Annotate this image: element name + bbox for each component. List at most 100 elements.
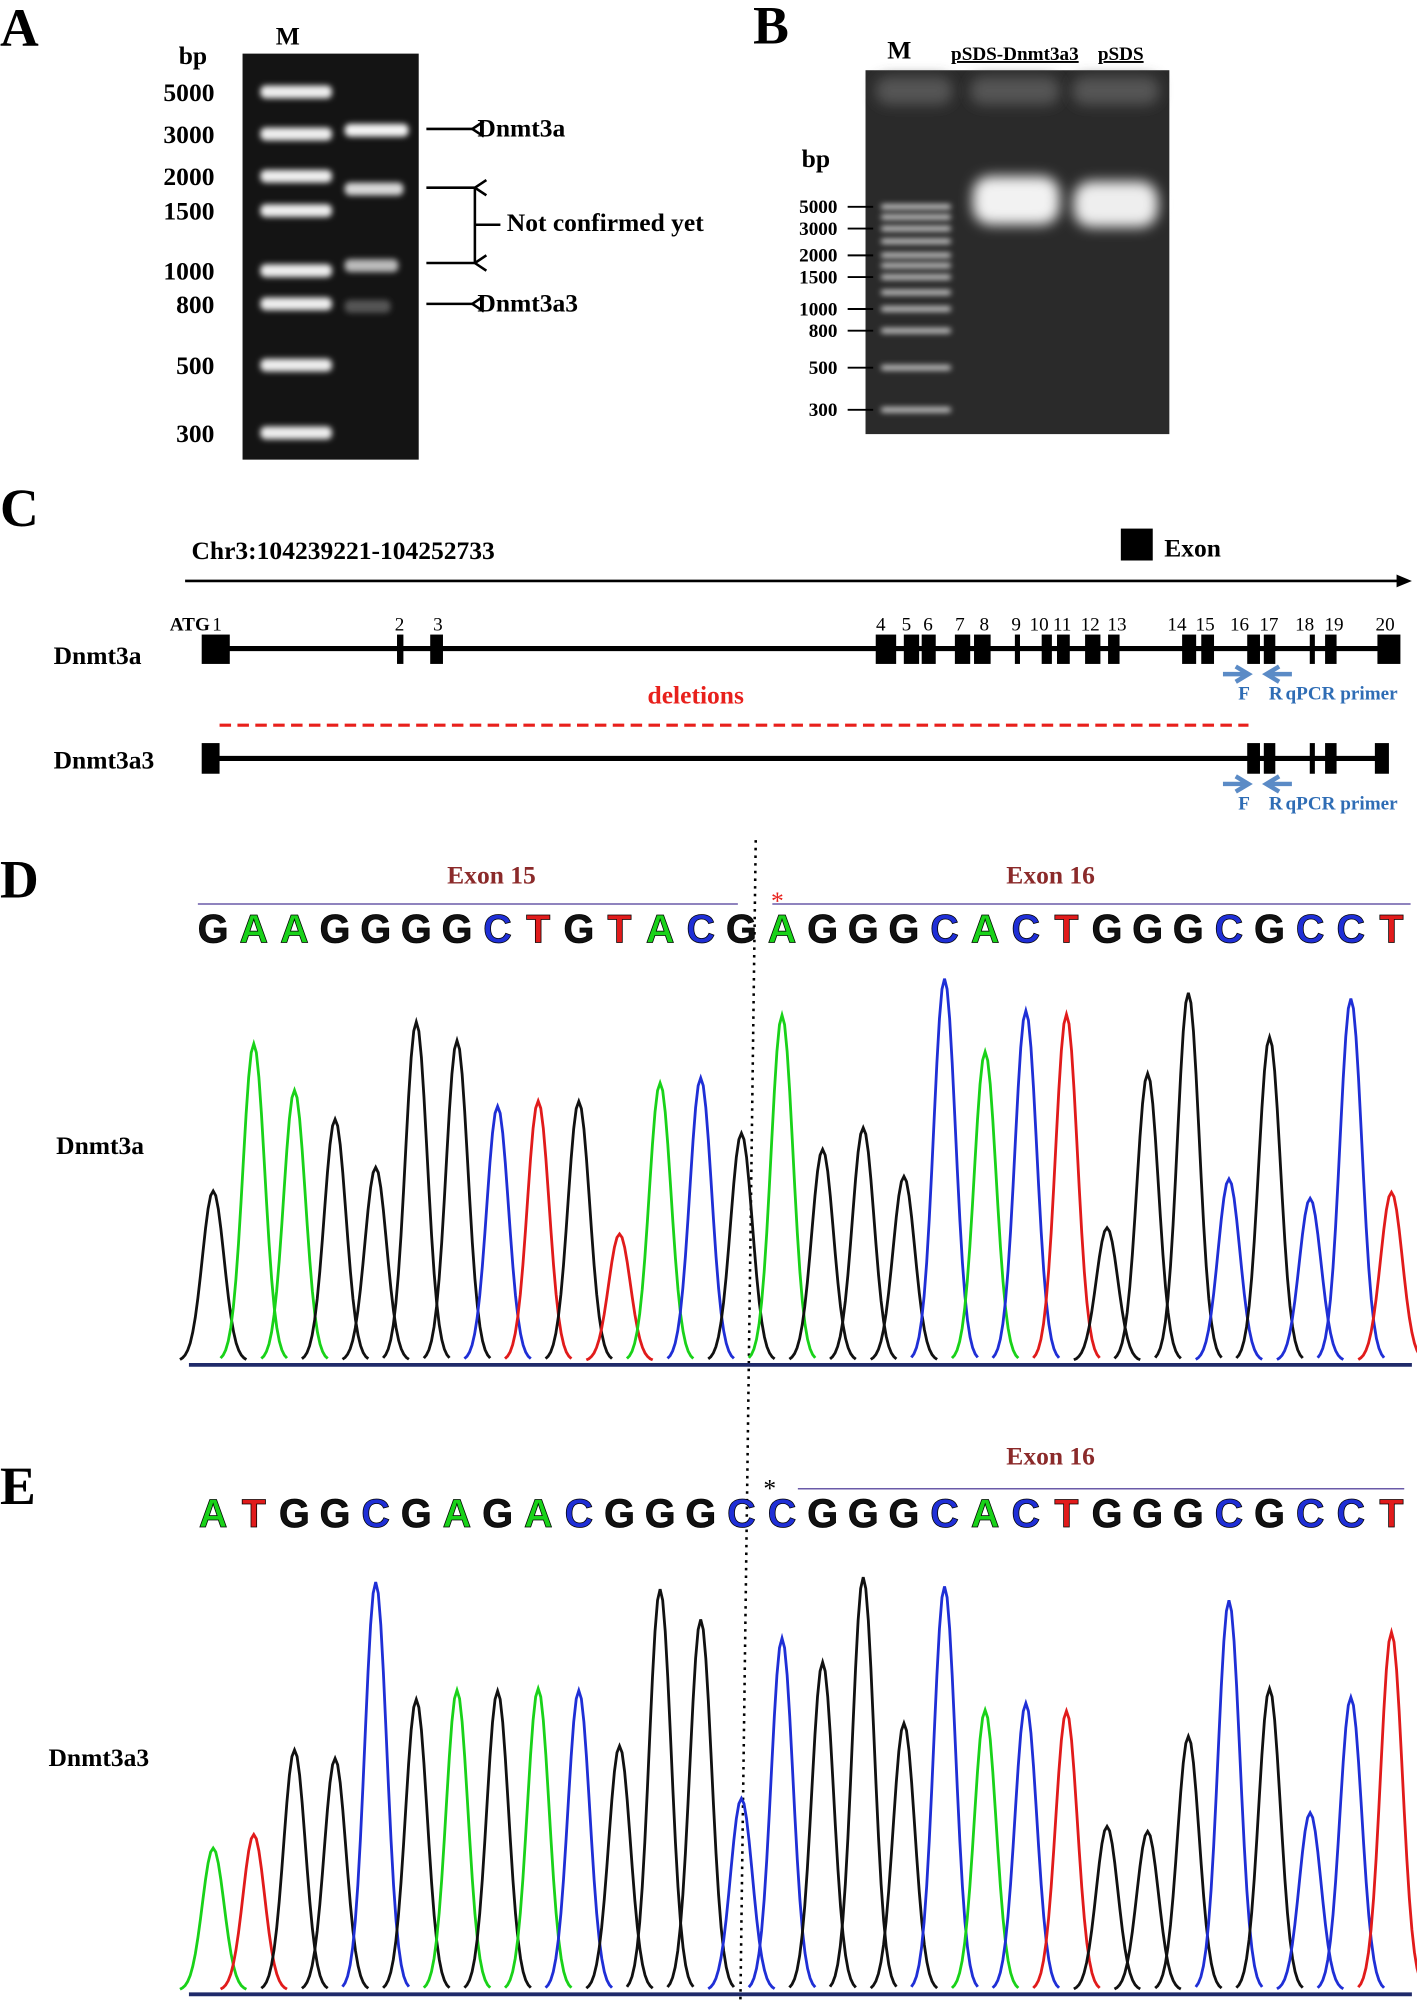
trace-peak: [788, 1145, 857, 1361]
primer-label: qPCR primer: [1286, 793, 1399, 814]
base-letter: C: [483, 907, 512, 951]
ladder-label: 2000: [799, 246, 837, 267]
trace-peak: [666, 1073, 735, 1360]
primer-label: R: [1269, 793, 1283, 814]
trace-peak: [382, 1016, 451, 1359]
exon-number: 9: [1011, 615, 1021, 636]
trace-peak: [1194, 1599, 1264, 1988]
trace-peak: [707, 1129, 776, 1360]
junction-marker: *: [763, 1473, 776, 1502]
trace-peak: [544, 1685, 614, 1989]
base-letter: A: [280, 907, 309, 951]
base-letter: G: [482, 1492, 513, 1536]
base-letter: G: [889, 1492, 920, 1536]
base-letter: T: [1379, 1492, 1403, 1536]
trace-peak: [991, 1698, 1061, 1989]
transcript-label: Dnmt3a3: [54, 746, 155, 775]
base-letter: G: [1132, 907, 1163, 951]
arrow-head: [470, 120, 485, 138]
exon: [430, 634, 443, 664]
base-letter: G: [726, 907, 757, 951]
ladder-label: 500: [176, 351, 214, 380]
exon: [1041, 634, 1052, 664]
trace-peak: [1357, 1189, 1417, 1361]
base-letter: G: [1092, 907, 1123, 951]
exon: [903, 634, 920, 664]
base-letter: C: [768, 1492, 797, 1536]
panel-label: C: [0, 478, 39, 538]
base-letter: G: [563, 907, 594, 951]
exon: [875, 634, 897, 664]
primer-arrow: [1222, 664, 1253, 684]
exon: [1014, 634, 1020, 664]
exon-number: 14: [1167, 615, 1187, 636]
base-letter: G: [401, 1492, 432, 1536]
trace-peak: [1154, 1732, 1223, 1990]
trace-peak: [1073, 1225, 1141, 1362]
trace-peak: [422, 1035, 492, 1360]
ladder-band: [880, 328, 952, 334]
gel-a: [242, 53, 419, 460]
trace-peak: [1113, 1828, 1182, 1991]
base-letter: G: [1092, 1492, 1123, 1536]
trace-peak: [422, 1685, 492, 1989]
trace-peak: [950, 1705, 1020, 1989]
panel-label: B: [753, 0, 789, 55]
exon-number: 4: [876, 615, 886, 636]
legend-label: Exon: [1164, 534, 1221, 563]
trace-peak: [260, 1746, 329, 1990]
exon-number: 16: [1230, 615, 1249, 636]
base-letter: G: [645, 1492, 676, 1536]
exon: [201, 743, 220, 774]
start-codon: ATG: [170, 615, 210, 636]
trace-peak: [869, 1719, 939, 1990]
trace-peak: [829, 1124, 898, 1360]
ladder-band: [880, 214, 952, 220]
trace-peak: [260, 1085, 329, 1360]
base-letter: C: [565, 1492, 594, 1536]
band-annotation: Dnmt3a: [477, 114, 565, 143]
trace-peak: [382, 1694, 451, 1989]
base-letter: T: [242, 1492, 266, 1536]
trace-peak: [585, 1742, 654, 1990]
panel-label: A: [0, 0, 39, 58]
ladder-band: [880, 238, 952, 244]
ladder-label: 300: [176, 419, 214, 448]
base-letter: G: [685, 1492, 716, 1536]
exon-number: 11: [1053, 615, 1071, 636]
trace-peak: [910, 1586, 979, 1988]
trace-peak: [991, 1005, 1061, 1359]
ladder-band: [260, 358, 332, 372]
base-letter: C: [727, 1492, 756, 1536]
trace-peak: [219, 1038, 289, 1360]
base-letter: G: [401, 907, 432, 951]
well: [970, 76, 1060, 105]
ladder-band: [880, 204, 952, 210]
trace-peak: [625, 1078, 695, 1360]
well: [875, 76, 953, 105]
ladder-band: [880, 274, 952, 280]
ladder-band: [880, 407, 952, 413]
region-label: Chr3:104239221-104252733: [191, 536, 494, 565]
deletions-label: deletions: [648, 681, 744, 710]
base-letter: T: [526, 907, 550, 951]
exon: [1309, 743, 1315, 774]
trace-peak: [1195, 1175, 1263, 1361]
exon-number: 5: [902, 615, 912, 636]
trace-peak: [1032, 1009, 1101, 1359]
legend-exon: [1120, 528, 1153, 561]
ladder-band: [880, 263, 952, 269]
ladder-band: [260, 204, 332, 218]
base-letter: G: [442, 907, 473, 951]
base-letter: A: [971, 1492, 1000, 1536]
trace-peak: [625, 1588, 695, 1988]
base-letter: T: [1054, 907, 1078, 951]
base-letter: T: [1379, 907, 1403, 951]
base-letter: G: [889, 907, 920, 951]
primer-arrow: [1262, 774, 1292, 794]
base-letter: C: [1215, 907, 1244, 951]
primer-arrow: [1222, 774, 1253, 794]
base-letter: G: [807, 907, 838, 951]
base-letter: G: [1173, 907, 1204, 951]
